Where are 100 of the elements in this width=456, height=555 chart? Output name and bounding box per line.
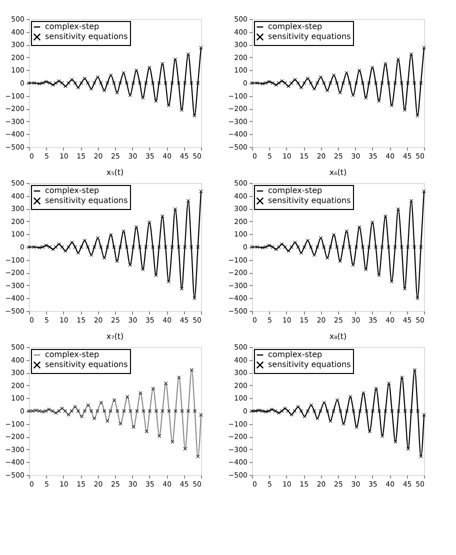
point: [173, 57, 178, 62]
point: [418, 454, 423, 458]
point: [270, 407, 274, 412]
point: [376, 98, 381, 103]
legend-label: complex-step: [268, 350, 322, 359]
point: [115, 259, 120, 264]
point: [386, 245, 391, 249]
point: [46, 407, 51, 412]
point: [108, 73, 113, 78]
point: [196, 454, 200, 458]
point: [334, 81, 339, 85]
point: [122, 229, 126, 234]
point: [60, 406, 64, 410]
point: [364, 267, 368, 272]
point: [312, 86, 316, 91]
point: [274, 82, 278, 87]
point: [142, 409, 146, 413]
point: [166, 103, 171, 108]
point: [186, 52, 190, 56]
point: [125, 394, 130, 399]
legend-label: complex-step: [268, 186, 322, 195]
legend-label: sensitivity equations: [45, 360, 128, 369]
point: [157, 245, 162, 249]
point: [364, 409, 369, 413]
point: [318, 75, 323, 80]
point: [283, 245, 288, 249]
legend-label: sensitivity equations: [268, 32, 351, 41]
point: [352, 409, 356, 413]
point: [80, 414, 84, 418]
point: [396, 207, 400, 212]
point: [400, 375, 404, 380]
point: [108, 409, 113, 413]
point: [361, 391, 366, 396]
point: [66, 81, 71, 85]
point: [396, 57, 400, 62]
point: [164, 81, 168, 85]
point: [348, 394, 352, 399]
point: [56, 79, 61, 84]
point: [173, 207, 178, 212]
point: [370, 220, 374, 224]
point: [380, 245, 384, 249]
point: [128, 93, 132, 98]
point: [60, 81, 64, 85]
point: [296, 404, 300, 409]
point: [51, 82, 56, 87]
point: [73, 404, 78, 409]
legend-label: complex-step: [45, 186, 100, 195]
point: [95, 409, 100, 413]
point: [140, 267, 145, 272]
point: [174, 409, 178, 413]
point: [267, 80, 272, 84]
point: [92, 416, 96, 420]
point: [302, 414, 307, 418]
chart-title: x₇(t): [106, 332, 124, 341]
point: [290, 412, 294, 417]
point: [128, 262, 132, 267]
point: [334, 245, 339, 249]
point: [332, 232, 336, 237]
point: [338, 259, 342, 264]
line-series: [28, 369, 202, 457]
point: [144, 245, 148, 249]
point: [144, 81, 148, 85]
legend-label: sensitivity equations: [268, 196, 351, 205]
point: [344, 229, 349, 234]
point: [390, 103, 394, 108]
point: [164, 245, 168, 249]
point: [147, 220, 152, 224]
point: [89, 86, 94, 91]
point: [383, 409, 388, 413]
point: [338, 90, 342, 95]
chart-title: x₈(t): [329, 332, 347, 341]
point: [122, 409, 126, 413]
point: [76, 250, 80, 255]
point: [332, 409, 336, 413]
point: [299, 250, 304, 255]
legend-label: sensitivity equations: [45, 32, 128, 41]
point: [396, 409, 401, 413]
point: [328, 419, 332, 423]
point: [280, 79, 284, 84]
point: [66, 245, 71, 249]
point: [290, 245, 294, 249]
point: [283, 406, 288, 410]
chart-title: x₆(t): [329, 168, 347, 177]
point: [134, 225, 138, 230]
point: [108, 232, 113, 237]
point: [160, 409, 164, 413]
point: [351, 262, 356, 267]
point: [128, 409, 132, 413]
point: [66, 412, 71, 417]
point: [357, 225, 362, 230]
point: [154, 98, 158, 103]
point: [112, 81, 116, 85]
point: [358, 409, 362, 413]
point: [380, 81, 384, 85]
point: [105, 419, 110, 423]
point: [351, 93, 356, 98]
point: [115, 90, 120, 95]
legend-label: complex-step: [268, 22, 322, 31]
point: [322, 400, 326, 405]
legend-label: complex-step: [45, 350, 100, 359]
